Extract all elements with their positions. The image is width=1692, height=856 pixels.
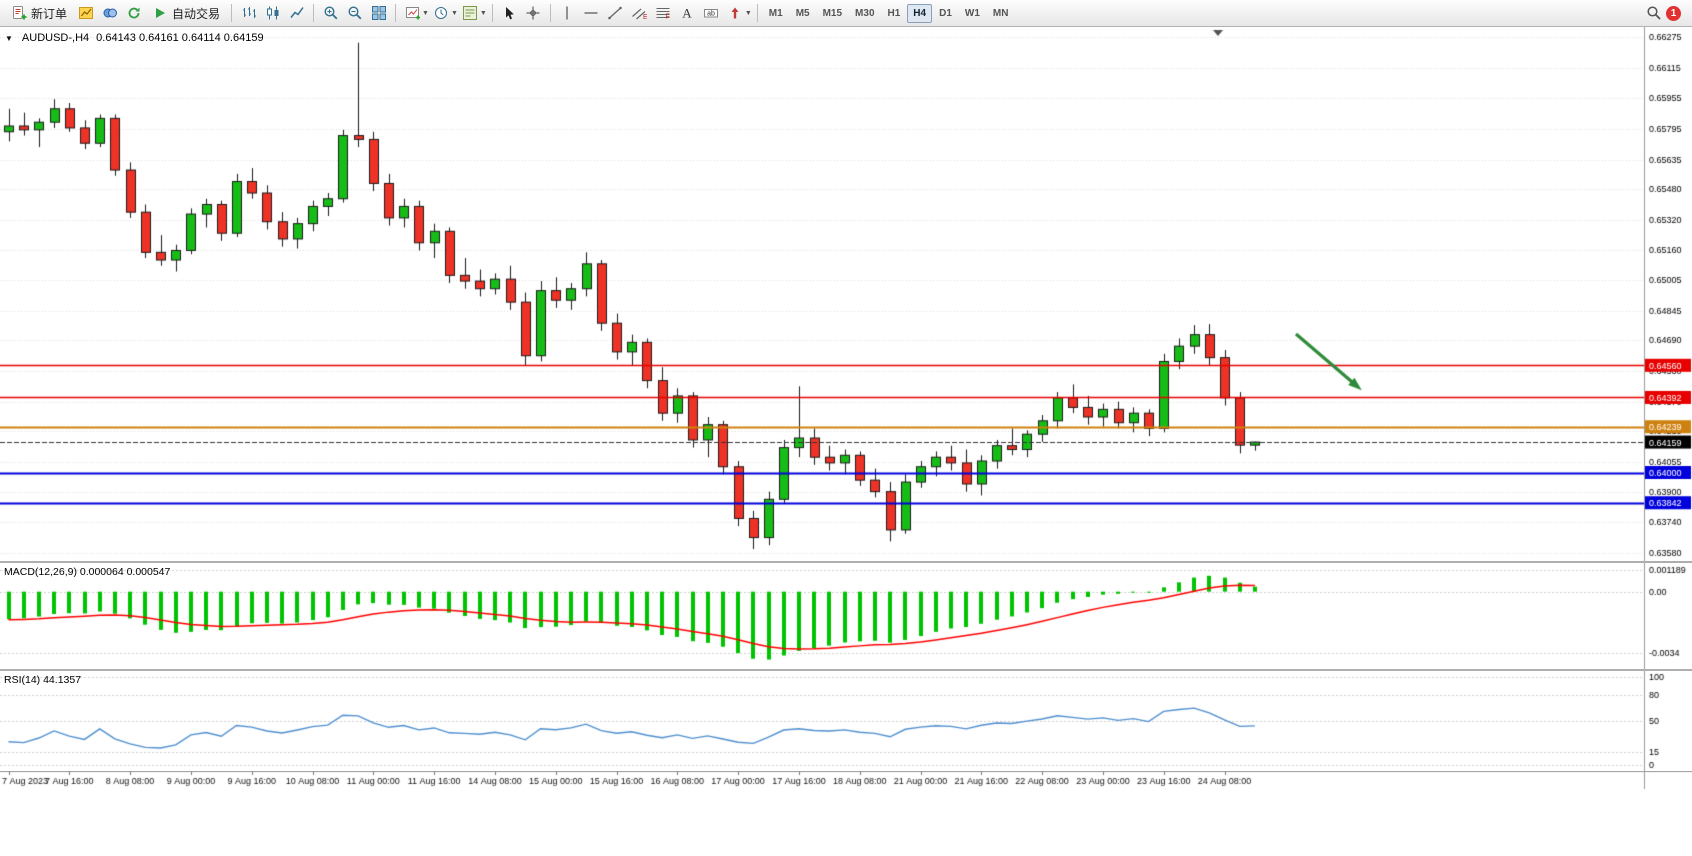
new-chart-icon bbox=[78, 5, 94, 21]
auto-trading-button[interactable]: 自动交易 bbox=[146, 2, 226, 24]
auto-trading-label: 自动交易 bbox=[172, 6, 221, 21]
crosshair-icon bbox=[525, 5, 541, 21]
search-button[interactable] bbox=[1642, 2, 1665, 24]
horizontal-line-button[interactable] bbox=[580, 2, 603, 24]
new-order-label: 新订单 bbox=[31, 6, 68, 21]
zoom-out-button[interactable] bbox=[343, 2, 366, 24]
tile-windows-icon bbox=[371, 5, 387, 21]
bar-chart-icon bbox=[241, 5, 257, 21]
candlestick-chart-button[interactable] bbox=[261, 2, 284, 24]
time-axis-canvas[interactable] bbox=[0, 771, 1692, 856]
arrow-tools-button[interactable] bbox=[724, 2, 747, 24]
dropdown-caret-icon: ▼ bbox=[744, 9, 752, 17]
macd-indicator-label: MACD(12,26,9) 0.000064 0.000547 bbox=[4, 566, 171, 578]
text-icon: A bbox=[679, 5, 695, 21]
profiles-icon bbox=[102, 5, 118, 21]
chart-title: ▼ AUDUSD-,H4 0.64143 0.64161 0.64114 0.6… bbox=[5, 32, 264, 44]
rsi-panel-canvas[interactable] bbox=[0, 671, 1692, 771]
rsi-indicator-label: RSI(14) 44.1357 bbox=[4, 674, 82, 686]
search-icon bbox=[1646, 5, 1662, 21]
new-chart-button[interactable] bbox=[74, 2, 97, 24]
profiles-button[interactable] bbox=[98, 2, 121, 24]
trendline-button[interactable] bbox=[604, 2, 627, 24]
notification-badge[interactable]: 1 bbox=[1666, 5, 1681, 21]
timeframe-button-m1[interactable]: M1 bbox=[768, 7, 783, 19]
timeframe-button-h1[interactable]: H1 bbox=[887, 7, 901, 19]
svg-text:E: E bbox=[643, 14, 647, 21]
text-button[interactable]: A bbox=[676, 2, 699, 24]
trendline-icon bbox=[607, 5, 623, 21]
timeframe-button-mn[interactable]: MN bbox=[992, 7, 1009, 19]
templates-icon bbox=[462, 5, 478, 21]
pane-splitter[interactable] bbox=[0, 669, 1692, 671]
periods-button[interactable] bbox=[430, 2, 453, 24]
vertical-line-icon bbox=[559, 5, 575, 21]
fibonacci-icon: F bbox=[655, 5, 671, 21]
new-order-icon bbox=[11, 5, 27, 21]
chart-ohlc-label: 0.64143 0.64161 0.64114 0.64159 bbox=[96, 32, 264, 44]
zoom-in-button[interactable] bbox=[319, 2, 342, 24]
text-label-button[interactable]: ab bbox=[700, 2, 723, 24]
zoom-out-icon bbox=[347, 5, 363, 21]
timeframe-button-d1[interactable]: D1 bbox=[939, 7, 952, 19]
auto-trading-icon bbox=[152, 5, 168, 21]
indicators-button[interactable] bbox=[401, 2, 424, 24]
timeframe-button-m15[interactable]: M15 bbox=[822, 7, 843, 19]
timeframe-button-m30[interactable]: M30 bbox=[855, 7, 875, 19]
line-chart-icon bbox=[289, 5, 305, 21]
fibonacci-button[interactable]: F bbox=[652, 2, 675, 24]
line-chart-button[interactable] bbox=[285, 2, 308, 24]
dropdown-caret-icon: ▼ bbox=[450, 9, 458, 17]
one-click-trading-toggle[interactable]: ▼ bbox=[5, 33, 13, 43]
zoom-in-icon bbox=[323, 5, 339, 21]
crosshair-button[interactable] bbox=[522, 2, 545, 24]
templates-button[interactable] bbox=[459, 2, 482, 24]
price-chart-canvas[interactable] bbox=[0, 27, 1692, 561]
periods-icon bbox=[433, 5, 449, 21]
dropdown-caret-icon: ▼ bbox=[422, 9, 429, 17]
pane-splitter[interactable] bbox=[0, 561, 1692, 563]
toolbar: 新订单 自动交易 ▼ ▼ ▼ E F A ab ▼ M1 M5 M15 M30 H1 H4… bbox=[0, 0, 1692, 27]
bar-chart-button[interactable] bbox=[237, 2, 260, 24]
toolbar-separator bbox=[231, 4, 233, 22]
svg-text:A: A bbox=[683, 6, 693, 21]
svg-text:ab: ab bbox=[707, 11, 715, 18]
dropdown-caret-icon: ▼ bbox=[479, 9, 487, 17]
timeframe-button-w1[interactable]: W1 bbox=[964, 7, 980, 19]
refresh-button[interactable] bbox=[122, 2, 145, 24]
text-label-icon: ab bbox=[703, 5, 719, 21]
toolbar-separator bbox=[395, 4, 397, 22]
indicators-icon bbox=[405, 5, 421, 21]
new-order-button[interactable]: 新订单 bbox=[5, 2, 73, 24]
cursor-button[interactable] bbox=[498, 2, 521, 24]
timeframe-button-h4[interactable]: H4 bbox=[907, 3, 933, 23]
vertical-line-button[interactable] bbox=[556, 2, 579, 24]
cursor-icon bbox=[501, 5, 517, 21]
toolbar-separator bbox=[491, 4, 493, 22]
equidistant-channel-button[interactable]: E bbox=[628, 2, 651, 24]
toolbar-separator bbox=[549, 4, 551, 22]
refresh-icon bbox=[126, 5, 142, 21]
tile-windows-button[interactable] bbox=[367, 2, 390, 24]
macd-panel-canvas[interactable] bbox=[0, 563, 1692, 669]
svg-text:F: F bbox=[666, 14, 670, 21]
horizontal-line-icon bbox=[583, 5, 599, 21]
toolbar-separator bbox=[313, 4, 315, 22]
toolbar-separator bbox=[756, 4, 758, 22]
equidistant-channel-icon: E bbox=[631, 5, 647, 21]
arrow-tools-icon bbox=[727, 5, 743, 21]
chart-symbol-label: AUDUSD-,H4 bbox=[21, 32, 90, 44]
candlestick-chart-icon bbox=[265, 5, 281, 21]
timeframe-toolbar: M1 M5 M15 M30 H1 H4 D1 W1 MN bbox=[763, 3, 1015, 23]
timeframe-button-m5[interactable]: M5 bbox=[795, 7, 810, 19]
